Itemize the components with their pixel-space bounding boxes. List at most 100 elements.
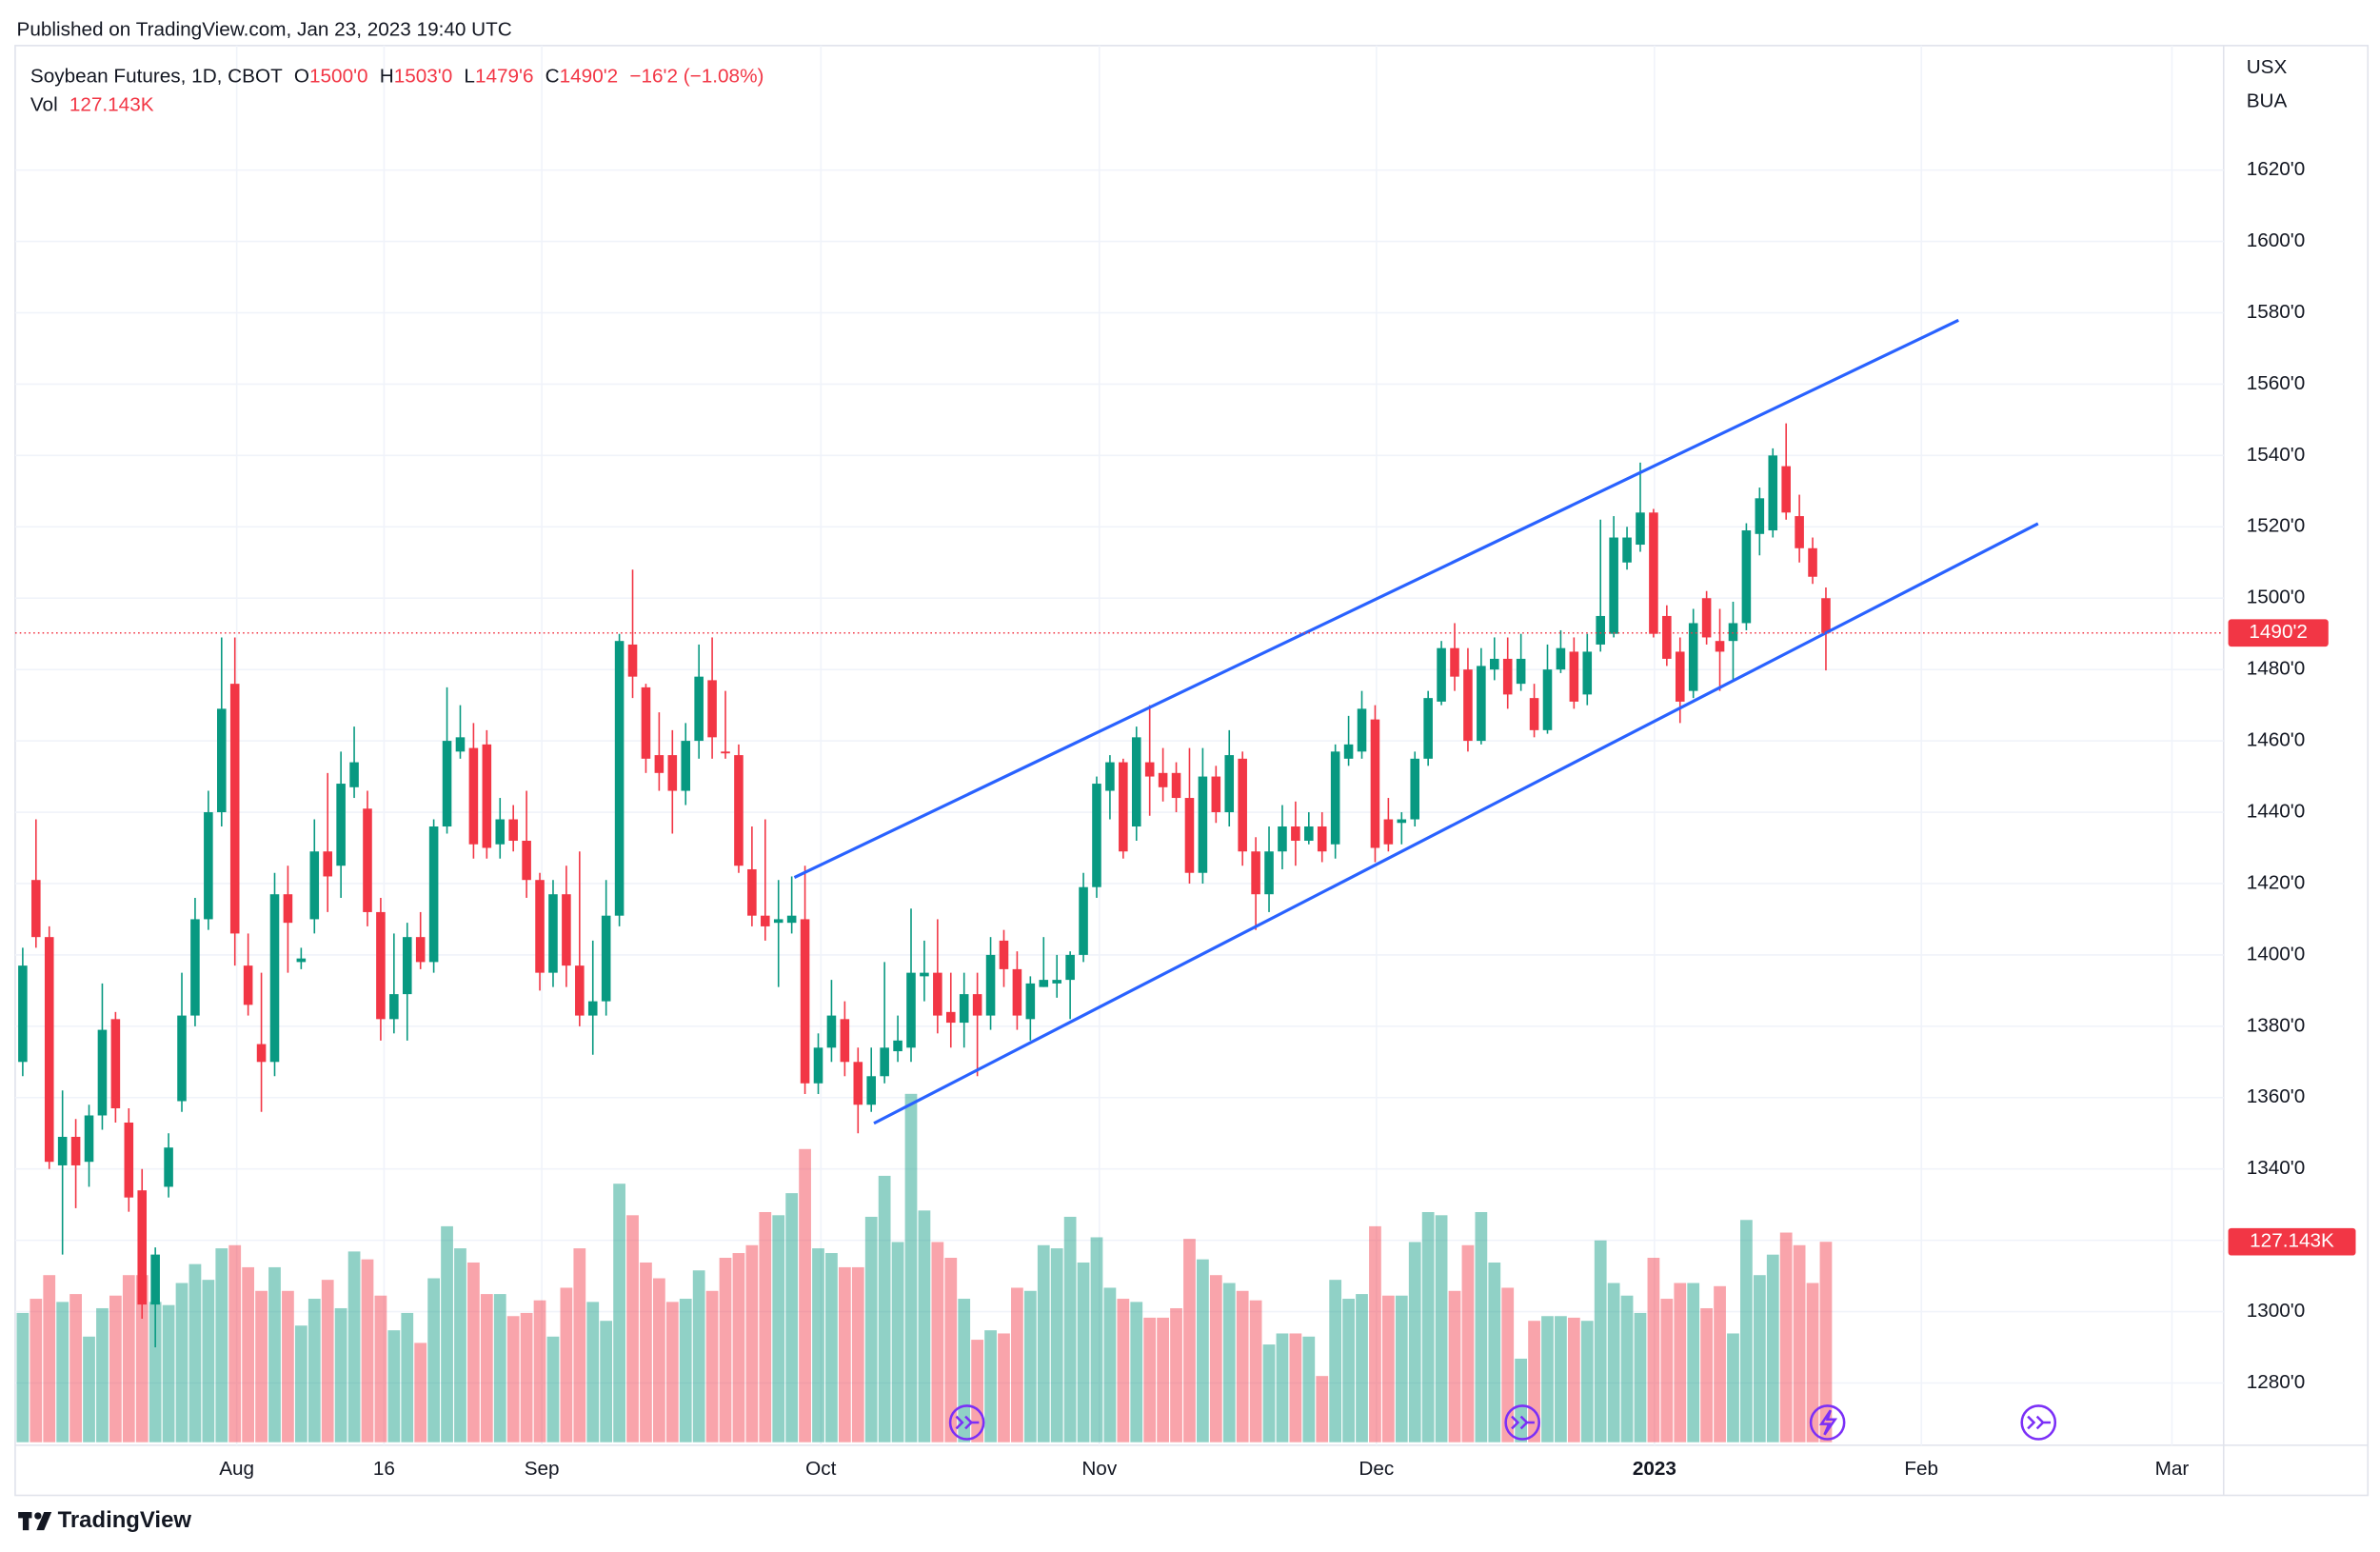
candle-body [734,755,744,866]
candle-body [1450,647,1459,677]
ohlc-key: H [380,66,394,88]
candle-body [150,1254,160,1305]
brand: TradingView [58,1507,192,1533]
x-tick-label: Sep [525,1458,560,1480]
candle-body [1596,615,1605,645]
candle-body [866,1076,876,1105]
volume-bar [149,1302,162,1443]
volume-bar [401,1312,414,1443]
volume-bar [1740,1220,1753,1443]
candle-body [1184,798,1195,873]
candle-body [853,1062,863,1105]
candle-body [1025,983,1036,1020]
volume-key: Vol [30,94,58,116]
volume-bar [1567,1317,1580,1443]
y-tick-label: 1440'0 [2247,800,2306,822]
volume-bar [1607,1283,1620,1443]
channel-line [873,522,2039,1125]
volume-bar [1793,1244,1806,1443]
volume-bar [1050,1248,1063,1443]
volume-bar [1515,1358,1528,1443]
candle-body [1224,755,1235,813]
volume-bar [1580,1321,1594,1443]
candle-body [1171,772,1181,799]
volume-bar [347,1251,361,1443]
volume-bar [83,1336,95,1443]
volume-bar [30,1299,43,1443]
volume-bar [931,1242,944,1443]
candle-body [44,937,54,1163]
candle-body [1423,698,1433,759]
volume-bar [441,1225,453,1443]
candle-body [1105,762,1115,791]
channel-line [793,318,1959,880]
y-tick-label: 1560'0 [2247,372,2306,394]
volume-legend: Vol 127.143K [30,94,154,116]
candle-body [959,994,969,1024]
x-tick-label: Nov [1081,1458,1117,1480]
ohlc-key: C [545,66,560,88]
candle-body [1079,886,1088,955]
candle-body [415,937,426,963]
event-icon[interactable] [948,1404,985,1441]
event-icon[interactable] [2020,1404,2057,1441]
volume-bar [1647,1258,1660,1443]
published-note: Published on TradingView.com, Jan 23, 20… [17,18,512,40]
candle-body [707,680,717,738]
y-tick-label: 1620'0 [2247,158,2306,180]
y-tick-label: 1580'0 [2247,301,2306,323]
volume-bar [560,1287,573,1443]
volume-bar [307,1299,321,1443]
candle-body [1119,762,1128,852]
volume-bar [745,1244,759,1443]
candle-body [614,641,625,916]
candle-body [813,1047,823,1084]
volume-bar [16,1312,30,1443]
overlay [14,318,2224,1125]
volume-bar [1329,1280,1342,1443]
volume-bar [1369,1225,1381,1443]
x-tick-label: Oct [805,1458,836,1480]
volume-bar [626,1215,639,1443]
candle-body [826,1015,837,1048]
candle-body [1330,751,1340,845]
candle-body [654,755,664,773]
candle-body [1211,776,1221,813]
candle-body [1490,658,1499,670]
candle-body [1357,708,1367,752]
volume-bar [1753,1275,1766,1443]
candle-body [1251,851,1260,895]
last-price-label: 1490'2 [2249,621,2308,643]
event-icon[interactable] [1809,1404,1846,1441]
volume-bar [1222,1283,1236,1443]
candle-body [747,868,757,916]
candle-body [800,919,810,1084]
ohlc-key: O [294,66,309,88]
volume-bar [454,1248,466,1443]
x-tick-label: Mar [2155,1458,2190,1480]
candle-body [1542,669,1553,730]
volume-bar [918,1210,931,1443]
candle-body [1569,651,1579,702]
y-tick-label: 1500'0 [2247,587,2306,608]
volume-bar [242,1266,255,1443]
event-icon[interactable] [1504,1404,1540,1441]
candle-body [1529,698,1539,730]
candle-body [1144,762,1155,777]
candle-body [1291,826,1300,842]
candle-body [627,644,638,677]
volume-bar [1488,1262,1501,1443]
volume-bar [1342,1299,1355,1443]
volume-bar [692,1270,705,1443]
candle-body [548,894,558,973]
candle-body [761,915,770,926]
candle-body [522,841,531,881]
volume-bar [268,1266,281,1443]
volume-bar [1249,1300,1262,1443]
volume-bar [1143,1317,1157,1443]
y-tick-label: 1400'0 [2247,943,2306,965]
candle-body [1012,968,1022,1016]
legend-line: Soybean Futures, 1D, CBOT O1500'0 H1503'… [30,66,764,88]
candle-body [124,1122,134,1198]
